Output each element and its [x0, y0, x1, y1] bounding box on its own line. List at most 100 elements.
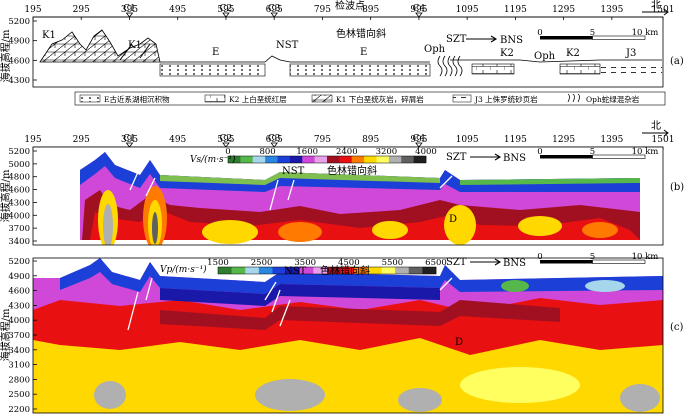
colorbar-tick: 3200: [376, 147, 398, 157]
x-tick-label: 495: [169, 5, 186, 15]
x-tick-label: 1501: [652, 135, 675, 145]
colorbar-swatch: [302, 156, 315, 163]
bns-arrow: BNS: [470, 258, 526, 269]
y-axis-label: 海拔高程/m: [0, 29, 12, 82]
scale-segment: [540, 260, 593, 264]
colorbar-swatch: [314, 156, 328, 163]
colorbar-swatch: [388, 156, 402, 163]
marker-label: C3: [268, 4, 281, 14]
scale-tick: 5: [590, 28, 595, 38]
scale-tick: 10 km: [632, 28, 659, 38]
x-tick-label: 1095: [456, 5, 479, 15]
e-sediments-left: [159, 63, 266, 77]
colorbar-swatch: [299, 267, 314, 274]
unit-label: SZT: [446, 34, 467, 45]
nst-label: NST: [282, 166, 305, 177]
y-tick-label: 2200: [8, 405, 30, 415]
colorbar-swatch: [286, 267, 301, 274]
szt-label: SZT: [446, 152, 467, 163]
y-tick-label: 4600: [8, 186, 30, 196]
colorbar-swatch: [289, 156, 303, 163]
unit-label: J3: [625, 48, 636, 59]
vs-high-6: [202, 220, 258, 244]
x-tick-label: 895: [362, 5, 379, 15]
nst-label: NST: [284, 266, 307, 277]
k2-body-2: [559, 63, 601, 75]
x-tick-label: 1095: [456, 135, 479, 145]
d-label: D: [449, 214, 457, 225]
x-tick-label: 395: [121, 135, 138, 145]
j3-body: [600, 66, 662, 74]
panel-b: 195 295 395 495 595 695 795 895 995 1095 1195 1295 1…: [0, 120, 684, 247]
legend-text: E古近系湖相沉积物: [104, 94, 170, 104]
y-tick-label: 5200: [8, 17, 30, 27]
colorbar-swatch: [413, 156, 427, 163]
scale-segment: [592, 35, 646, 40]
y-axis-label: 海拔高程/m: [0, 169, 12, 222]
fault-lines: [129, 171, 453, 211]
colorbar-tick: 4500: [338, 258, 360, 268]
vs-high-7: [278, 222, 322, 242]
scale-tick: 5: [590, 252, 595, 262]
colorbar-label: Vs/(m·s⁻¹): [190, 154, 236, 165]
y-axis-label: 海拔高程/m: [0, 308, 12, 361]
colorbar-swatch: [354, 267, 369, 274]
panel-tag: (a): [670, 56, 684, 67]
marker-triangle: [270, 142, 278, 148]
colorbar-tick: 800: [259, 147, 275, 157]
colorbar-tick: 2500: [251, 258, 273, 268]
syncline-title: 色林错向斜: [327, 164, 377, 177]
colorbar-tick: 0: [225, 147, 230, 157]
north-label: 北: [651, 0, 661, 11]
colorbar-swatch: [422, 267, 437, 274]
scale-tick: 10 km: [632, 147, 659, 157]
y-tick-label: 4300: [8, 76, 30, 86]
y-tick-label: 4000: [8, 211, 30, 221]
colorbar-swatch: [364, 156, 377, 163]
colorbar-swatch: [340, 267, 355, 274]
legend-swatch-dots: [79, 94, 101, 103]
colorbar-swatch: [395, 267, 410, 274]
scale-bar: 0 5 10 km: [537, 252, 658, 264]
colorbar-tick: 5500: [382, 258, 404, 268]
oph-swirl: [447, 55, 453, 77]
colorbar-swatch: [313, 267, 328, 274]
y-tick-label: 3700: [8, 224, 30, 234]
k2-body-1: [471, 63, 515, 75]
oph-swirl: [452, 55, 458, 77]
vp-gray-3: [398, 388, 442, 412]
legend-swatch-swirl: [567, 93, 580, 103]
legend-text: K1 下白垩统灰岩，碎屑岩: [336, 94, 424, 104]
vp-layer-darkred: [160, 300, 560, 330]
colorbar-tick: 2400: [336, 147, 358, 157]
colorbar-tick: 1600: [296, 147, 318, 157]
k1-body: [39, 29, 161, 63]
bns-arrow: BNS: [466, 35, 523, 46]
oph-swirl: [442, 55, 448, 77]
y-tick-label: 4900: [8, 37, 30, 47]
marker-triangle: [125, 142, 134, 148]
vs-high-2: [103, 204, 113, 245]
szt-label: SZT: [446, 257, 467, 268]
panel-a: 195 295 395 495 595 695 795 895 995 1095 1195 1295 1…: [0, 0, 684, 106]
x-tick-label: 595: [217, 135, 234, 145]
x-tick-label: 1295: [552, 5, 575, 15]
colorbar-swatch: [272, 267, 287, 274]
y-tick-label: 4600: [8, 56, 30, 66]
scale-tick: 0: [537, 252, 542, 262]
syncline-title: 色林错向斜: [320, 264, 370, 277]
vs-high-5: [152, 212, 158, 244]
vs-high-10: [518, 216, 562, 236]
legend-swatch-limestone: [311, 94, 333, 103]
panel-a-frame: [32, 16, 664, 88]
colorbar-tick: 6500: [425, 258, 447, 268]
y-tick-label: 4600: [8, 287, 30, 297]
y-tick-label: 3400: [8, 346, 30, 356]
legend-swatch-dashes: [452, 94, 472, 103]
x-tick-label: 395: [121, 5, 138, 15]
panel-b-frame: [32, 146, 664, 246]
x-tick-label: 495: [169, 135, 186, 145]
colorbar-tick: 1500: [207, 258, 229, 268]
marker-triangle: [222, 142, 230, 148]
